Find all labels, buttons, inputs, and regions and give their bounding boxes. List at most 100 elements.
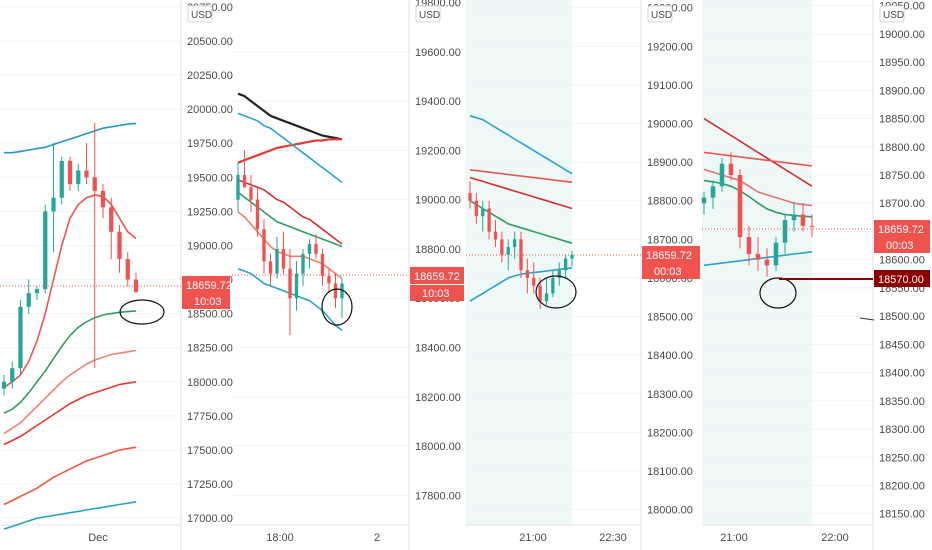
price-tick-label: 18900.00 <box>647 157 693 169</box>
current-price-label: 18659.72 <box>186 280 232 292</box>
candle <box>117 225 122 273</box>
candle-body <box>525 270 530 278</box>
countdown-label: 10:03 <box>422 288 450 300</box>
price-tick-label: 18200.00 <box>879 480 925 492</box>
candle-body <box>474 200 479 217</box>
level-label-bg <box>874 270 930 287</box>
countdown-label: 00:03 <box>654 266 682 278</box>
currency-label: USD <box>883 10 904 21</box>
candle-body <box>340 283 344 299</box>
price-tick-label: 18000.00 <box>187 377 233 389</box>
candle <box>249 175 253 212</box>
candle <box>551 270 555 298</box>
candle <box>242 150 247 188</box>
candle <box>262 219 266 274</box>
candle <box>34 286 40 300</box>
ma-line-2 <box>703 151 813 167</box>
price-tick-label: 17500.00 <box>187 445 233 457</box>
price-tick-label: 18800.00 <box>415 244 461 256</box>
candle <box>307 239 312 269</box>
candle <box>532 262 536 294</box>
candle <box>59 156 64 205</box>
candle <box>728 152 734 181</box>
time-tick-label: 22:30 <box>599 532 627 544</box>
candle <box>281 231 286 274</box>
candle <box>109 197 114 260</box>
candle <box>314 234 318 259</box>
candle <box>327 268 331 294</box>
currency-badge <box>879 5 905 23</box>
candle-body <box>782 220 788 243</box>
candle <box>333 273 338 309</box>
candle <box>275 236 279 279</box>
candle-body <box>755 254 761 260</box>
candle-body <box>236 175 240 200</box>
candle <box>236 162 240 212</box>
candle <box>288 248 292 336</box>
ma-line-1 <box>469 115 573 175</box>
price-tick-label: 19250.00 <box>187 206 233 218</box>
candle-body <box>288 268 292 299</box>
candle <box>764 248 770 277</box>
ma-line-3 <box>469 176 573 210</box>
countdown-label-bg <box>182 293 230 309</box>
candle <box>710 180 716 209</box>
annotation-circle <box>535 275 577 309</box>
candle-body <box>333 283 338 299</box>
price-tick-label: 18250.00 <box>187 343 233 355</box>
candle-body <box>1 381 7 389</box>
price-tick-label: 18950.00 <box>879 57 925 69</box>
ma-line-7 <box>3 501 137 530</box>
chart-panel-4: 19050.0019000.0018950.0018900.0018850.00… <box>701 0 930 550</box>
price-tick-label: 18500.00 <box>879 311 925 323</box>
price-label-bg <box>410 267 464 284</box>
candle <box>255 187 260 237</box>
currency-badge <box>647 5 673 23</box>
countdown-label: 10:03 <box>194 296 222 308</box>
candle-body <box>307 244 312 254</box>
candle-body <box>544 293 549 302</box>
candle-body <box>481 208 485 217</box>
chart-panel-1: 20750.0020500.0020250.0020000.0019750.00… <box>0 0 233 550</box>
annotation-circle <box>321 288 353 326</box>
price-tick-label: 19200.00 <box>647 41 693 53</box>
candle-body <box>557 270 561 278</box>
ma-line-4 <box>237 179 343 245</box>
price-tick-label: 18400.00 <box>879 368 925 380</box>
candle-body <box>570 254 574 259</box>
candle <box>51 143 56 253</box>
candle <box>746 225 752 266</box>
candle <box>43 204 48 294</box>
price-tick-label: 19000.00 <box>415 195 461 207</box>
session-shade <box>702 0 812 525</box>
price-tick-label: 20250.00 <box>187 70 233 82</box>
candle <box>268 253 273 286</box>
price-tick-label: 19800.00 <box>415 0 461 9</box>
candle-body <box>551 277 555 294</box>
price-label-bg <box>874 220 930 237</box>
price-tick-label: 17800.00 <box>415 490 461 502</box>
candle <box>487 200 491 240</box>
price-tick-label: 18800.00 <box>879 142 925 154</box>
candle <box>782 214 788 255</box>
price-tick-label: 19750.00 <box>187 138 233 150</box>
price-tick-label: 17250.00 <box>187 479 233 491</box>
candle-body <box>538 285 542 302</box>
candle-body <box>563 258 568 271</box>
price-tick-label: 18700.00 <box>647 234 693 246</box>
price-tick-label: 19000.00 <box>647 119 693 131</box>
countdown-label-bg <box>642 263 700 279</box>
price-tick-label: 18350.00 <box>879 396 925 408</box>
candle-body <box>275 248 279 274</box>
ma-line-1 <box>4 122 137 154</box>
level-label: 18570.00 <box>878 274 924 286</box>
candle-body <box>34 289 40 294</box>
price-tick-label: 18500.00 <box>647 312 693 324</box>
candle <box>10 361 15 389</box>
candle-body <box>242 175 247 188</box>
price-tick-label: 19000.00 <box>879 29 925 41</box>
current-price-label: 18659.72 <box>414 271 460 283</box>
chart-panel-2: 19800.00 19600.00 19400.00 19200.00 19000.00… <box>232 0 464 550</box>
time-tick-label: 21:00 <box>720 532 748 544</box>
